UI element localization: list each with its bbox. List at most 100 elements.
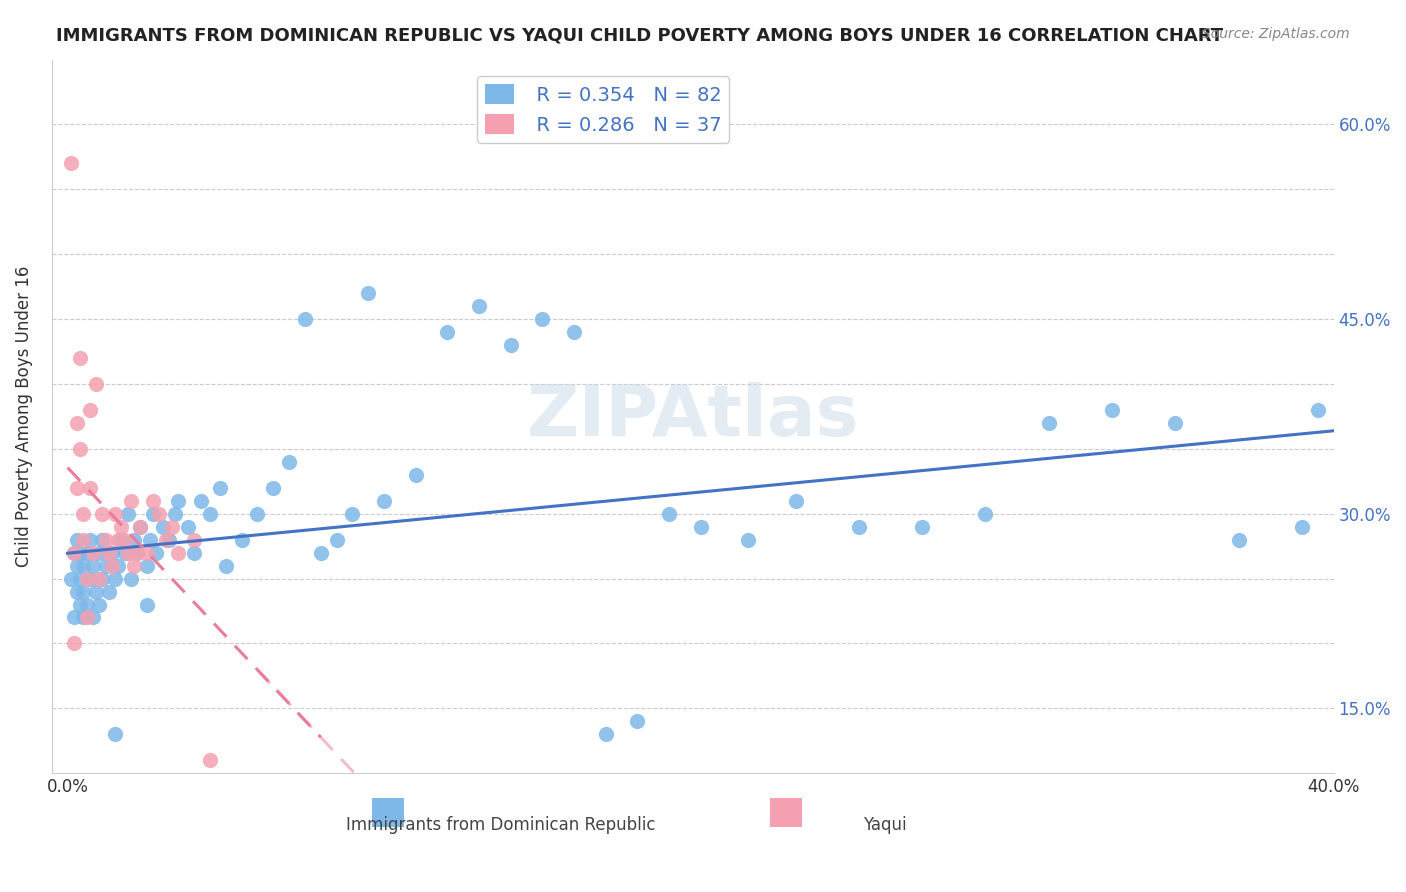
FancyBboxPatch shape (373, 798, 405, 827)
Yaqui (76, 610, 98, 624)
Yaqui (122, 558, 145, 573)
Immigrants from Dominican Republic (208, 481, 231, 495)
Immigrants from Dominican Republic (198, 507, 221, 521)
Immigrants from Dominican Republic (72, 558, 94, 573)
Yaqui (127, 546, 149, 560)
Immigrants from Dominican Republic (69, 572, 91, 586)
Immigrants from Dominican Republic (190, 493, 212, 508)
Immigrants from Dominican Republic (76, 598, 98, 612)
Immigrants from Dominican Republic (911, 519, 934, 533)
Immigrants from Dominican Republic (1291, 519, 1313, 533)
Immigrants from Dominican Republic (357, 286, 380, 301)
Yaqui (91, 507, 114, 521)
Immigrants from Dominican Republic (127, 546, 149, 560)
Yaqui (89, 572, 111, 586)
Immigrants from Dominican Republic (135, 558, 157, 573)
Immigrants from Dominican Republic (499, 338, 522, 352)
Immigrants from Dominican Republic (658, 507, 681, 521)
Immigrants from Dominican Republic (183, 546, 205, 560)
Yaqui (107, 533, 129, 547)
Immigrants from Dominican Republic (91, 533, 114, 547)
Text: ZIPAtlas: ZIPAtlas (526, 382, 859, 450)
Immigrants from Dominican Republic (231, 533, 253, 547)
Immigrants from Dominican Republic (737, 533, 759, 547)
Immigrants from Dominican Republic (82, 610, 104, 624)
Yaqui (142, 493, 165, 508)
Immigrants from Dominican Republic (66, 558, 89, 573)
Yaqui (183, 533, 205, 547)
Yaqui (66, 416, 89, 430)
Yaqui (72, 507, 94, 521)
Immigrants from Dominican Republic (117, 507, 139, 521)
Yaqui (120, 493, 142, 508)
Immigrants from Dominican Republic (59, 572, 82, 586)
Immigrants from Dominican Republic (436, 325, 458, 339)
Yaqui (129, 519, 152, 533)
Immigrants from Dominican Republic (82, 558, 104, 573)
Immigrants from Dominican Republic (562, 325, 585, 339)
Immigrants from Dominican Republic (114, 546, 136, 560)
Immigrants from Dominican Republic (294, 312, 316, 326)
Immigrants from Dominican Republic (1164, 416, 1187, 430)
Immigrants from Dominican Republic (91, 572, 114, 586)
Yaqui (198, 753, 221, 767)
Immigrants from Dominican Republic (72, 610, 94, 624)
Yaqui (97, 546, 120, 560)
Immigrants from Dominican Republic (79, 533, 101, 547)
Immigrants from Dominican Republic (66, 533, 89, 547)
Immigrants from Dominican Republic (69, 546, 91, 560)
Yaqui (66, 481, 89, 495)
Immigrants from Dominican Republic (94, 558, 117, 573)
Immigrants from Dominican Republic (157, 533, 180, 547)
Yaqui (101, 558, 124, 573)
Text: Immigrants from Dominican Republic: Immigrants from Dominican Republic (346, 816, 655, 834)
Immigrants from Dominican Republic (76, 546, 98, 560)
Yaqui (79, 403, 101, 417)
Yaqui (94, 533, 117, 547)
Yaqui (72, 533, 94, 547)
Yaqui (148, 507, 170, 521)
Immigrants from Dominican Republic (373, 493, 395, 508)
Immigrants from Dominican Republic (79, 572, 101, 586)
Immigrants from Dominican Republic (626, 714, 648, 729)
Immigrants from Dominican Republic (142, 507, 165, 521)
Immigrants from Dominican Republic (325, 533, 347, 547)
Immigrants from Dominican Republic (97, 584, 120, 599)
Yaqui (63, 636, 86, 650)
Yaqui (135, 546, 157, 560)
Immigrants from Dominican Republic (848, 519, 870, 533)
Yaqui (114, 533, 136, 547)
Immigrants from Dominican Republic (246, 507, 269, 521)
Immigrants from Dominican Republic (689, 519, 711, 533)
Immigrants from Dominican Republic (165, 507, 187, 521)
Immigrants from Dominican Republic (101, 546, 124, 560)
Yaqui (167, 546, 190, 560)
Immigrants from Dominican Republic (135, 598, 157, 612)
Immigrants from Dominican Republic (974, 507, 997, 521)
FancyBboxPatch shape (769, 798, 801, 827)
Text: Yaqui: Yaqui (863, 816, 907, 834)
Immigrants from Dominican Republic (309, 546, 332, 560)
Yaqui (82, 546, 104, 560)
Yaqui (104, 507, 127, 521)
Immigrants from Dominican Republic (278, 455, 301, 469)
Yaqui (160, 519, 183, 533)
Immigrants from Dominican Republic (69, 598, 91, 612)
Immigrants from Dominican Republic (1306, 403, 1329, 417)
Immigrants from Dominican Republic (468, 299, 491, 313)
Immigrants from Dominican Republic (89, 546, 111, 560)
Immigrants from Dominican Republic (104, 572, 127, 586)
Immigrants from Dominican Republic (84, 584, 107, 599)
Immigrants from Dominican Republic (342, 507, 364, 521)
Immigrants from Dominican Republic (785, 493, 807, 508)
Immigrants from Dominican Republic (152, 519, 174, 533)
Immigrants from Dominican Republic (139, 533, 162, 547)
Yaqui (63, 546, 86, 560)
Immigrants from Dominican Republic (122, 533, 145, 547)
Immigrants from Dominican Republic (63, 610, 86, 624)
Immigrants from Dominican Republic (531, 312, 554, 326)
Text: IMMIGRANTS FROM DOMINICAN REPUBLIC VS YAQUI CHILD POVERTY AMONG BOYS UNDER 16 CO: IMMIGRANTS FROM DOMINICAN REPUBLIC VS YA… (56, 27, 1223, 45)
Yaqui (155, 533, 177, 547)
Immigrants from Dominican Republic (120, 572, 142, 586)
Yaqui (69, 442, 91, 456)
